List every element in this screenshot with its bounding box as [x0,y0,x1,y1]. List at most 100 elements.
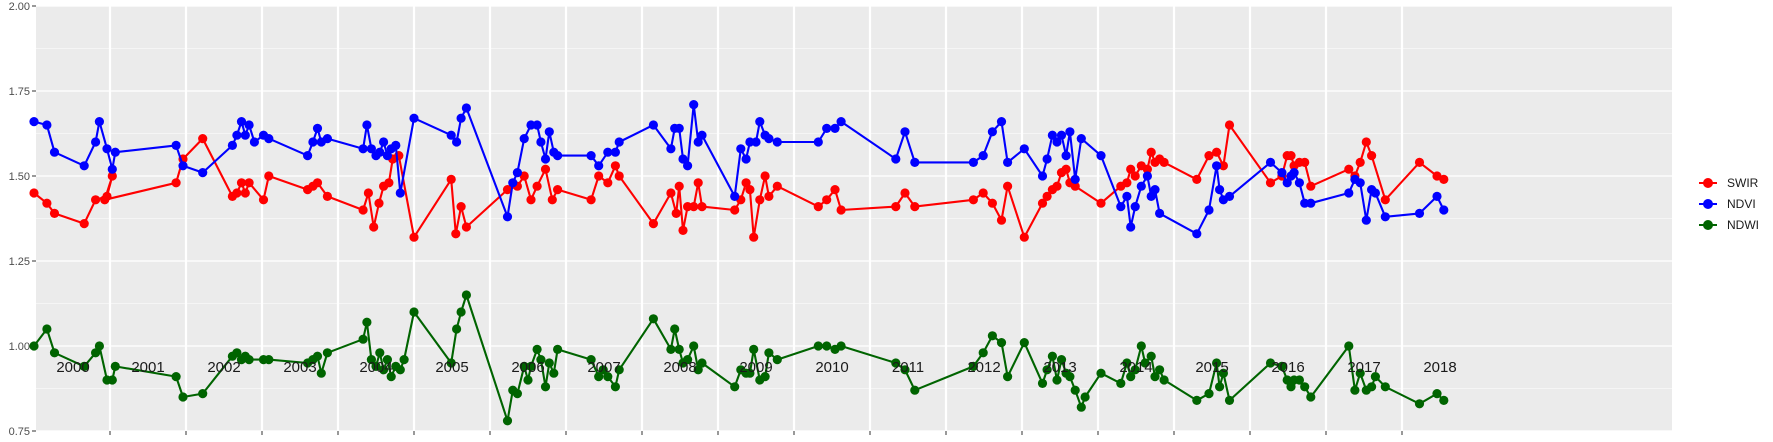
year-label: 2001 [131,359,164,376]
data-point-swir [730,205,740,215]
data-point-ndwi [446,358,456,368]
data-point-ndvi [614,137,624,147]
data-point-ndvi [1003,157,1013,167]
data-point-ndvi [1047,130,1057,140]
data-point-swir [1096,198,1106,208]
data-point-ndwi [772,355,782,365]
data-point-ndvi [178,161,188,171]
year-label: 2011 [892,359,924,376]
data-point-ndwi [29,341,39,351]
data-point-swir [614,171,624,181]
data-point-ndwi [1192,395,1202,405]
data-point-ndvi [1065,127,1075,137]
data-point-ndwi [549,368,559,378]
data-point-ndwi [452,324,462,334]
data-point-swir [1192,174,1202,184]
data-point-ndvi [1361,215,1371,225]
data-point-swir [547,195,557,205]
data-point-ndvi [540,154,551,164]
data-point-swir [526,195,536,205]
data-point-ndvi [1224,191,1235,201]
data-point-ndvi [648,120,659,130]
year-label: 2009 [739,359,772,376]
data-point-ndvi [1265,157,1276,167]
data-point-ndvi [772,137,782,147]
series-ndwi [29,290,1449,426]
data-point-ndvi [1282,178,1292,188]
data-point-swir [1439,174,1449,184]
data-point-ndvi [375,147,385,157]
data-point-ndvi [1277,168,1287,178]
data-point-ndwi [375,348,385,358]
data-point-swir [755,195,765,205]
year-label: 2018 [1423,359,1456,376]
data-point-ndwi [553,344,563,354]
year-label: 2010 [815,359,848,376]
data-point-ndvi [198,168,208,178]
data-point-swir [1224,120,1235,130]
data-point-swir [171,178,181,188]
data-point-ndwi [1140,358,1150,368]
data-point-ndwi [1282,375,1292,385]
data-point-swir [1130,171,1140,181]
data-point-swir [1286,151,1296,161]
data-point-ndvi [227,140,237,150]
data-point-ndvi [1380,212,1390,222]
data-point-ndvi [322,134,332,144]
data-point-ndvi [610,147,621,157]
data-point-ndwi [94,341,104,351]
legend-item-ndwi: NDWI [1699,218,1759,232]
data-point-ndwi [1052,375,1062,385]
data-point-ndvi [1432,191,1442,201]
data-point-ndwi [107,375,117,385]
data-point-ndwi [379,365,389,375]
data-point-ndwi [1277,361,1287,371]
data-point-ndvi [303,151,313,161]
data-point-ndvi [1052,137,1062,147]
data-point-swir [1122,178,1132,188]
data-point-swir [1052,181,1062,191]
data-point-ndwi [822,341,832,351]
data-point-ndvi [1306,198,1316,208]
data-point-ndvi [830,123,840,133]
data-point-ndvi [502,212,513,222]
data-point-ndvi [678,154,688,164]
data-point-ndvi [249,137,259,147]
data-point-ndwi [764,348,774,358]
data-point-ndvi [1126,222,1136,232]
data-point-ndvi [1414,208,1425,218]
data-point-ndvi [1355,178,1365,188]
data-point-ndvi [1370,188,1380,198]
year-label: 2013 [1043,359,1076,376]
data-point-ndwi [1204,389,1214,399]
data-point-ndvi [1344,188,1354,198]
data-point-ndvi [996,117,1007,127]
data-point-ndvi [232,130,242,140]
data-point-ndwi [836,341,846,351]
data-point-ndvi [1212,161,1222,171]
data-point-ndvi [693,137,703,147]
data-point-ndwi [1065,372,1075,382]
data-point-ndwi [900,365,910,375]
data-point-ndvi [1096,151,1106,161]
data-point-ndwi [395,365,405,375]
data-point-ndwi [1042,365,1052,375]
data-point-ndwi [386,372,396,382]
data-point-ndwi [1155,365,1165,375]
data-point-swir [1218,161,1228,171]
data-point-ndwi [1070,385,1080,395]
year-label: 2003 [283,359,316,376]
data-point-ndwi [540,382,551,392]
data-point-swir [987,198,998,208]
data-point-ndwi [1367,382,1377,392]
data-point-ndwi [79,361,89,371]
data-point-ndwi [1294,375,1304,385]
data-point-ndwi [598,365,608,375]
data-point-ndwi [1159,375,1169,385]
data-point-ndvi [1146,191,1156,201]
data-point-ndwi [670,324,680,334]
data-point-ndvi [79,161,89,171]
data-point-ndvi [391,140,401,150]
data-point-ndvi [741,154,751,164]
data-point-ndvi [813,137,823,147]
